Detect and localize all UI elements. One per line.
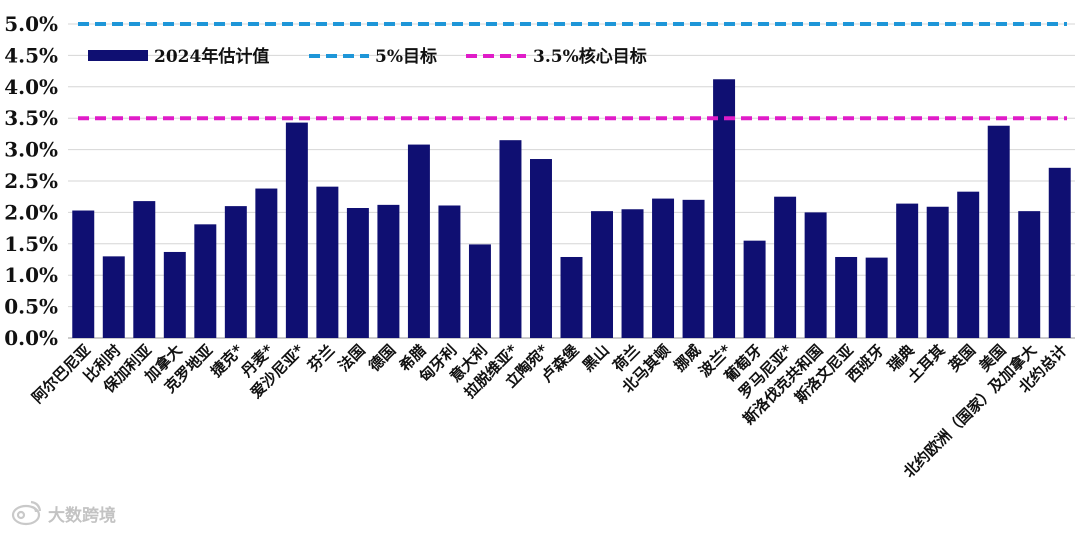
y-tick-label: 0.0% xyxy=(4,326,58,350)
bar xyxy=(774,196,797,338)
x-category-label: 捷克* xyxy=(207,341,247,381)
legend-label-estimate: 2024年估计值 xyxy=(154,46,269,67)
bar xyxy=(682,199,705,338)
bar xyxy=(957,191,980,338)
bar xyxy=(133,201,156,338)
y-tick-label: 2.5% xyxy=(4,169,58,193)
bar xyxy=(835,256,858,338)
x-category-label: 法国 xyxy=(335,341,369,375)
bar xyxy=(804,212,827,338)
bar xyxy=(102,256,125,338)
x-axis-category-labels: 阿尔巴尼亚比利时保加利亚加拿大克罗地亚捷克*丹麦*爱沙尼亚*芬兰法国德国希腊匈牙… xyxy=(28,341,1070,481)
y-tick-label: 5.0% xyxy=(4,12,58,36)
bar xyxy=(591,211,614,338)
bar xyxy=(652,198,675,338)
bar xyxy=(255,188,278,338)
x-category-label: 黑山 xyxy=(579,341,613,375)
bar xyxy=(987,125,1010,339)
bar xyxy=(713,79,736,338)
x-category-label: 芬兰 xyxy=(304,341,338,375)
y-tick-label: 4.5% xyxy=(4,43,58,67)
watermark-text: 大数跨境 xyxy=(48,505,116,526)
bar xyxy=(438,205,461,338)
y-tick-label: 1.0% xyxy=(4,263,58,287)
watermark: 大数跨境 xyxy=(11,500,116,526)
legend-label-3-5pct-core-target: 3.5%核心目标 xyxy=(533,46,647,67)
y-tick-label: 3.0% xyxy=(4,138,58,162)
bar xyxy=(1048,167,1071,338)
bar xyxy=(560,256,583,338)
bar xyxy=(621,209,644,338)
bar xyxy=(529,159,552,338)
bar xyxy=(316,186,339,338)
y-tick-label: 1.5% xyxy=(4,232,58,256)
reference-lines xyxy=(78,22,1067,121)
weibo-logo-icon xyxy=(11,500,42,526)
bar-series xyxy=(72,79,1071,339)
y-tick-label: 0.5% xyxy=(4,295,58,319)
bar xyxy=(1018,211,1041,338)
bar xyxy=(72,210,95,338)
bar xyxy=(285,122,308,338)
x-category-label: 德国 xyxy=(365,341,399,375)
legend-swatch-estimate xyxy=(88,50,148,61)
bar xyxy=(865,257,888,338)
y-tick-label: 3.5% xyxy=(4,106,58,130)
bar xyxy=(407,144,430,338)
bar xyxy=(163,251,186,338)
bar xyxy=(743,240,766,338)
bar xyxy=(224,206,247,338)
bar xyxy=(346,208,369,338)
y-tick-label: 2.0% xyxy=(4,200,58,224)
bar xyxy=(468,244,491,338)
y-tick-label: 4.0% xyxy=(4,75,58,99)
bar xyxy=(896,203,919,338)
y-axis-tick-labels: 0.0% 0.5% 1.0% 1.5% 2.0% 2.5% 3.0% 3.5% 4.0% 4.5%… xyxy=(4,12,58,350)
bar xyxy=(926,206,949,338)
bar xyxy=(499,140,522,338)
legend-label-5pct-target: 5%目标 xyxy=(375,46,437,67)
legend: 2024年估计值 5%目标 3.5%核心目标 xyxy=(88,46,647,67)
bar xyxy=(194,224,217,338)
bar xyxy=(377,204,400,338)
x-category-label: 英国 xyxy=(945,341,979,375)
